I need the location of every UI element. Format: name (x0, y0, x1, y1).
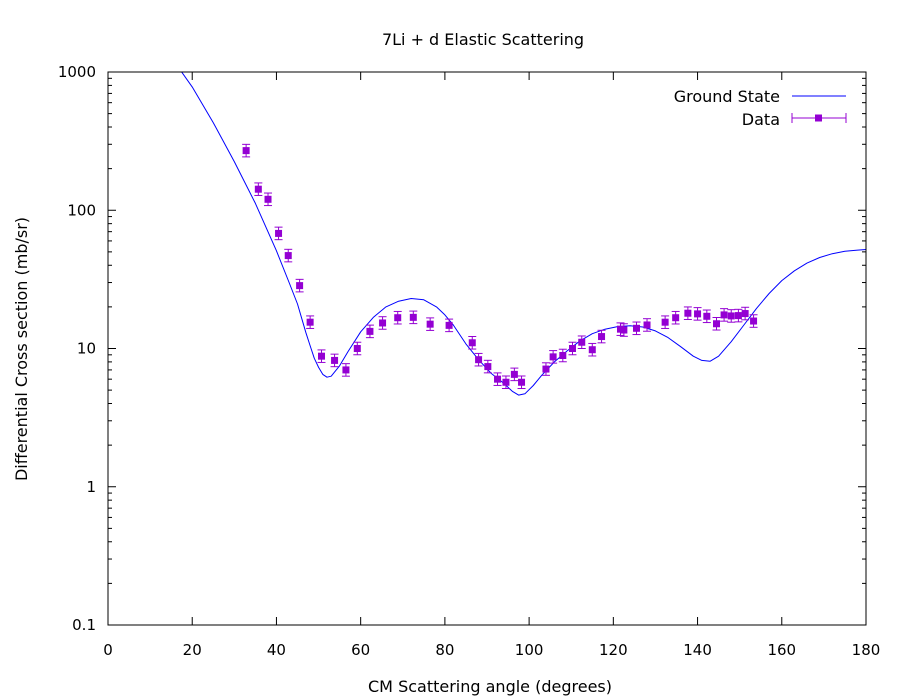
data-point (474, 352, 483, 367)
data-point (727, 309, 736, 323)
data-point (741, 306, 750, 321)
plot-frame (107, 71, 867, 626)
data-point (558, 348, 567, 363)
data-point (330, 353, 339, 368)
data-point (693, 307, 702, 321)
chart-title: 7Li + d Elastic Scattering (382, 30, 584, 49)
x-tick-label: 20 (183, 641, 202, 659)
x-tick-label: 40 (267, 641, 286, 659)
data-point (445, 318, 454, 333)
data-point (712, 316, 721, 331)
data-point (588, 342, 597, 357)
data-point (568, 341, 577, 356)
data-point (749, 314, 758, 328)
legend-marker-data (815, 114, 822, 122)
x-tick-label: 140 (683, 641, 712, 659)
data-point (483, 359, 492, 374)
x-tick-label: 120 (599, 641, 628, 659)
data-point (501, 375, 510, 390)
x-tick-label: 80 (435, 641, 454, 659)
data-point (734, 308, 743, 323)
data-point (632, 321, 641, 336)
y-axis-label: Differential Cross section (mb/sr) (12, 217, 31, 481)
y-tick-label: 1 (86, 478, 96, 496)
y-tick-label: 1000 (58, 63, 96, 81)
data-point (493, 372, 502, 386)
data-point (468, 336, 477, 350)
x-tick-label: 100 (515, 641, 544, 659)
data-point (720, 308, 729, 322)
legend-label-data: Data (742, 110, 780, 129)
data-point (643, 318, 652, 332)
x-axis-label: CM Scattering angle (degrees) (368, 677, 612, 696)
data-point (577, 335, 586, 349)
data-point (317, 349, 326, 363)
data-point (242, 143, 251, 158)
data-point (597, 329, 606, 344)
data-point (510, 367, 519, 382)
ground-state-curve (181, 72, 866, 396)
data-point (409, 310, 418, 325)
data-point (683, 306, 692, 320)
data-point (306, 315, 315, 329)
data-point (393, 310, 402, 325)
x-tick-label: 60 (351, 641, 370, 659)
points-layer (242, 143, 758, 390)
data-point (274, 226, 283, 241)
y-tick-label: 0.1 (72, 616, 96, 634)
data-point (549, 350, 558, 364)
data-point (353, 341, 362, 356)
data-point (365, 324, 374, 339)
data-point (702, 309, 711, 324)
data-point (661, 315, 670, 329)
legend: Ground State Data (674, 87, 847, 129)
data-point (541, 362, 550, 376)
x-axis-ticks: 0 20 40 60 80 100 120 140 160 180 (103, 72, 880, 659)
data-point (341, 363, 350, 377)
data-point (284, 248, 293, 263)
x-tick-label: 180 (852, 641, 881, 659)
x-tick-label: 0 (103, 641, 113, 659)
data-point (378, 316, 387, 330)
data-point (264, 192, 273, 207)
data-point (517, 375, 526, 390)
x-tick-label: 160 (767, 641, 796, 659)
y-tick-label: 10 (77, 340, 96, 358)
y-axis-ticks: 0.1 1 10 100 1000 (58, 63, 866, 634)
legend-label-ground-state: Ground State (674, 87, 780, 106)
data-point (254, 182, 263, 196)
y-tick-label: 100 (67, 201, 96, 219)
data-point (295, 278, 304, 293)
data-point (671, 310, 680, 325)
curve-layer (181, 72, 866, 396)
data-point (619, 323, 628, 337)
data-point (426, 317, 435, 331)
